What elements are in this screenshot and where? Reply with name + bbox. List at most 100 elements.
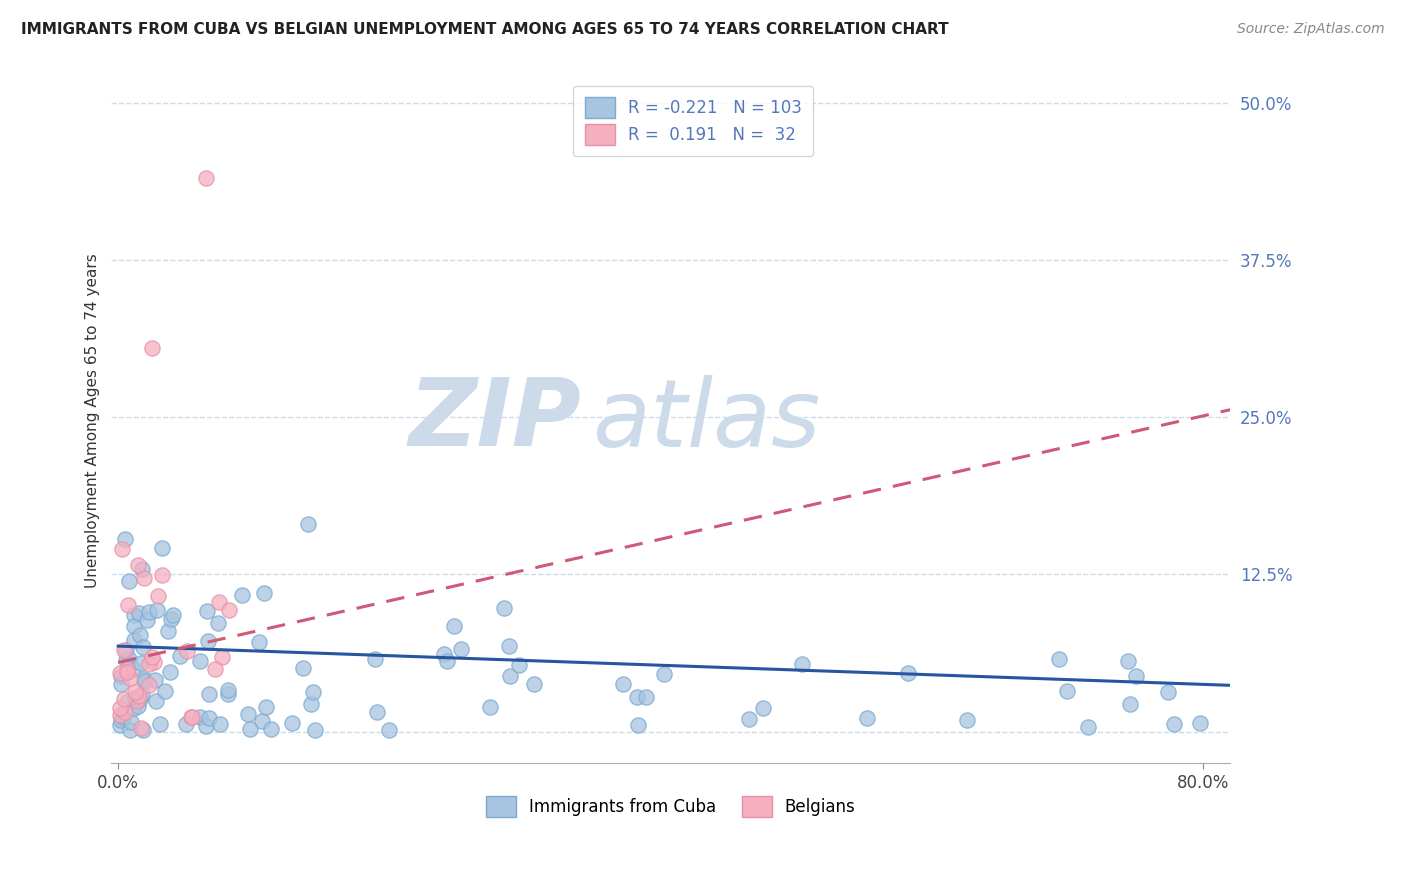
Point [197, 634, 219, 648]
Point [1188, 715, 1211, 730]
Y-axis label: Unemployment Among Ages 65 to 74 years: Unemployment Among Ages 65 to 74 years [86, 253, 100, 588]
Point [108, 708, 131, 723]
Point [188, 710, 211, 724]
Point [118, 574, 141, 588]
Point [150, 541, 173, 555]
Point [180, 710, 202, 724]
Point [626, 690, 648, 705]
Point [122, 632, 145, 647]
Point [129, 656, 152, 670]
Point [281, 716, 304, 731]
Point [897, 665, 920, 680]
Point [128, 692, 150, 706]
Point [302, 685, 325, 699]
Point [498, 639, 520, 653]
Point [297, 517, 319, 532]
Point [162, 607, 184, 622]
Point [634, 690, 657, 704]
Point [108, 666, 131, 681]
Point [792, 657, 814, 671]
Point [1047, 652, 1070, 666]
Point [124, 684, 146, 698]
Point [195, 171, 218, 186]
Point [250, 714, 273, 728]
Point [218, 603, 240, 617]
Point [247, 635, 270, 649]
Point [176, 644, 198, 658]
Point [122, 662, 145, 676]
Point [131, 562, 153, 576]
Point [195, 718, 218, 732]
Point [114, 705, 136, 719]
Point [738, 712, 761, 726]
Point [652, 667, 675, 681]
Point [115, 653, 138, 667]
Point [122, 608, 145, 623]
Point [127, 699, 149, 714]
Point [138, 605, 160, 619]
Point [145, 603, 167, 617]
Point [198, 710, 221, 724]
Point [169, 648, 191, 663]
Point [145, 694, 167, 708]
Point [364, 652, 387, 666]
Point [956, 714, 979, 728]
Point [188, 655, 211, 669]
Point [299, 698, 322, 712]
Point [208, 716, 231, 731]
Point [156, 624, 179, 638]
Point [127, 694, 149, 708]
Point [110, 677, 132, 691]
Point [195, 604, 218, 618]
Point [155, 684, 177, 698]
Point [236, 706, 259, 721]
Point [304, 723, 326, 738]
Point [856, 711, 879, 725]
Point [136, 613, 159, 627]
Point [752, 701, 775, 715]
Point [131, 721, 153, 735]
Point [231, 588, 253, 602]
Point [436, 654, 458, 668]
Point [134, 673, 156, 688]
Point [479, 700, 502, 714]
Point [204, 662, 226, 676]
Point [217, 683, 239, 698]
Point [118, 723, 141, 738]
Point [138, 678, 160, 692]
Point [117, 599, 139, 613]
Point [118, 652, 141, 666]
Text: atlas: atlas [592, 375, 821, 466]
Point [110, 669, 132, 683]
Point [112, 643, 135, 657]
Point [1056, 684, 1078, 698]
Text: Source: ZipAtlas.com: Source: ZipAtlas.com [1237, 22, 1385, 37]
Point [128, 692, 150, 706]
Point [627, 717, 650, 731]
Point [1157, 684, 1180, 698]
Legend: Immigrants from Cuba, Belgians: Immigrants from Cuba, Belgians [479, 789, 862, 823]
Point [1125, 669, 1147, 683]
Point [149, 716, 172, 731]
Point [239, 722, 262, 736]
Point [260, 722, 283, 736]
Point [433, 647, 456, 661]
Point [1119, 697, 1142, 711]
Point [108, 700, 131, 714]
Point [112, 691, 135, 706]
Point [211, 649, 233, 664]
Point [1077, 720, 1099, 734]
Point [115, 695, 138, 709]
Point [292, 660, 315, 674]
Point [366, 706, 388, 720]
Point [450, 642, 472, 657]
Point [612, 676, 634, 690]
Point [132, 723, 155, 737]
Point [150, 568, 173, 582]
Point [254, 700, 277, 714]
Point [443, 618, 465, 632]
Point [141, 341, 163, 355]
Point [115, 662, 138, 676]
Point [207, 616, 229, 631]
Point [523, 677, 546, 691]
